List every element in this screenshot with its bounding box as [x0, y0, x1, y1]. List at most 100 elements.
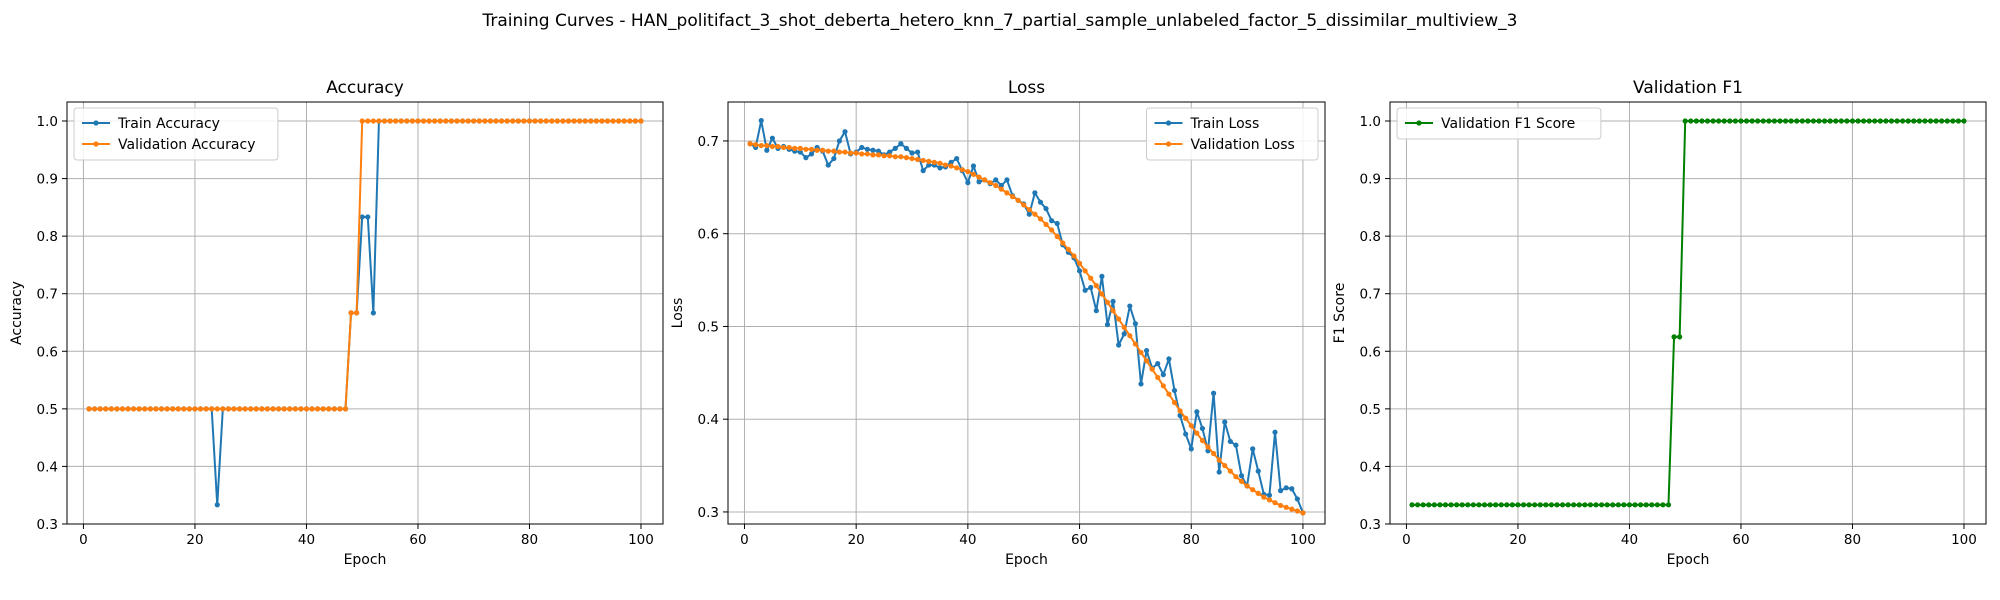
loss-series-1-point [1132, 321, 1138, 327]
f1-panel: Validation F1 0 20 40 60 80 100 0.3 0.4 0.5 0.6 0.7… [1332, 78, 1987, 568]
loss-series-1-point [1049, 218, 1055, 224]
f1-series-1-point [1437, 502, 1443, 508]
f1-xtick-label: 0 [1402, 532, 1411, 548]
accuracy-series-2-point [136, 406, 142, 412]
loss-panel: Loss 0 20 40 60 80 100 0.3 0.4 0.5 0.6 0.7 Epoch Loss… [670, 78, 1326, 568]
f1-series-1-point [1431, 502, 1437, 508]
accuracy-series-2-point [393, 118, 399, 124]
accuracy-xtick-label: 80 [521, 532, 538, 548]
loss-series-1-point [1037, 199, 1044, 205]
accuracy-series-2-point [220, 406, 226, 412]
loss-series-1-point [998, 182, 1004, 189]
f1-series-1-point [1961, 118, 1967, 124]
loss-series-2-point [1127, 333, 1133, 339]
loss-series-2-point [1110, 308, 1116, 314]
loss-ytick-label: 0.7 [698, 134, 719, 150]
loss-series-1-point [948, 159, 954, 165]
loss-series-2-point [1093, 283, 1099, 289]
loss-series-2-point [1015, 197, 1021, 203]
loss-series-2-point [1060, 240, 1066, 246]
f1-series-1-point [1799, 118, 1805, 124]
f1-series-1-point [1470, 502, 1476, 508]
loss-series-1-point [909, 150, 915, 156]
accuracy-series-2-point [315, 406, 321, 412]
loss-series-1-point [1143, 347, 1150, 354]
f1-series-1-point [1465, 502, 1471, 508]
loss-series-2-point [1037, 216, 1044, 222]
accuracy-series-2-point [482, 118, 488, 124]
accuracy-series-2-point [448, 118, 455, 124]
loss-series-2-point [970, 171, 977, 177]
loss-series-2-point [1076, 260, 1083, 266]
accuracy-series-2-point [287, 406, 293, 412]
accuracy-legend-label: Validation Accuracy [118, 137, 256, 153]
loss-series-1-point [797, 149, 803, 155]
f1-series-1-point [1844, 118, 1850, 124]
f1-series-1-point [1810, 118, 1817, 124]
accuracy-series-2-point [532, 118, 538, 124]
loss-series-1-point [875, 148, 882, 154]
loss-ytick-label: 0.5 [698, 319, 719, 335]
accuracy-series-2-point [381, 118, 388, 124]
loss-series-2-point [1049, 227, 1055, 233]
f1-xtick-label: 20 [1509, 532, 1526, 548]
loss-ylabel: Loss [670, 298, 686, 329]
f1-series-1-point [1766, 118, 1772, 124]
accuracy-series-2-point [565, 118, 572, 124]
loss-series-2-point [1261, 494, 1267, 500]
loss-series-2-point [1121, 324, 1127, 330]
f1-series-1-point [1849, 118, 1856, 124]
figure-suptitle: Training Curves - HAN_politifact_3_shot_… [481, 11, 1517, 31]
loss-series-1-point [1032, 190, 1038, 196]
accuracy-series-2-point [571, 118, 577, 124]
accuracy-series-2-point [92, 406, 98, 412]
accuracy-series-2-point [320, 406, 326, 412]
accuracy-series-2-point [504, 118, 510, 124]
loss-series-2-point [881, 153, 887, 159]
f1-series-1-point [1459, 502, 1465, 508]
loss-series-1-point [1155, 360, 1161, 367]
accuracy-series-2-point [119, 406, 126, 412]
f1-ytick-label: 1.0 [1360, 114, 1381, 130]
accuracy-series-2-point [158, 406, 165, 412]
loss-ytick-label: 0.4 [698, 412, 719, 428]
f1-series-1-point [1900, 118, 1906, 124]
loss-series-2-point [853, 150, 859, 156]
accuracy-series-2-point [515, 118, 521, 124]
accuracy-series-2-point [214, 406, 220, 412]
loss-series-1-point [1082, 287, 1088, 293]
loss-series-2-point [875, 152, 882, 158]
loss-series-1-point [1194, 409, 1200, 415]
f1-series-1-point [1939, 118, 1945, 124]
f1-series-1-point [1877, 118, 1883, 124]
accuracy-series-2-point [342, 406, 349, 412]
f1-series-1-point [1537, 502, 1543, 508]
loss-series-1-point [1272, 429, 1278, 435]
f1-series-1-point [1598, 502, 1605, 508]
loss-series-2-point [775, 143, 781, 150]
loss-series-2-point [887, 153, 893, 159]
f1-series-1-point [1498, 502, 1504, 508]
f1-series-1-point [1526, 502, 1532, 508]
f1-series-1-point [1576, 502, 1582, 508]
loss-series-2-point [926, 158, 932, 164]
accuracy-series-2-point [209, 406, 215, 412]
accuracy-series-2-point [236, 406, 243, 412]
f1-series-1-point [1727, 118, 1733, 124]
loss-series-1-point [836, 138, 843, 144]
f1-xtick-label: 60 [1732, 532, 1749, 548]
loss-series-1-point [1199, 425, 1206, 432]
f1-ytick-label: 0.7 [1360, 287, 1381, 303]
accuracy-series-2-point [599, 118, 605, 124]
f1-series-1-point [1755, 118, 1761, 124]
loss-series-2-point [915, 156, 921, 163]
loss-series-2-point [753, 142, 759, 148]
loss-xtick-label: 60 [1071, 532, 1088, 548]
f1-series-1-point [1654, 502, 1660, 508]
loss-series-2-point [792, 145, 798, 151]
accuracy-series-2-point [621, 118, 627, 124]
accuracy-xlabel: Epoch [344, 552, 387, 568]
accuracy-series-2-point [593, 118, 599, 124]
accuracy-series-2-point [521, 118, 527, 124]
